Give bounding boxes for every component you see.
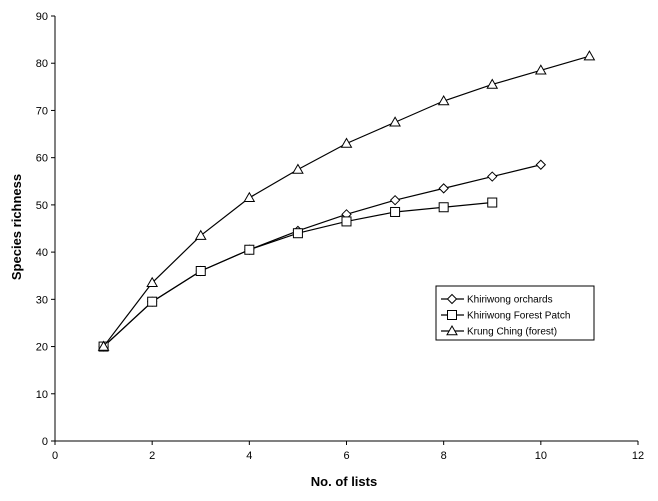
legend-label-khiriwong-orchards: Khiriwong orchards bbox=[467, 295, 553, 306]
data-point-krung-ching-forest bbox=[534, 64, 547, 75]
y-tick-label: 40 bbox=[36, 247, 48, 259]
x-tick-label: 4 bbox=[246, 450, 252, 462]
legend-marker-krung-ching-forest bbox=[446, 324, 458, 336]
x-axis-title: No. of lists bbox=[311, 474, 377, 489]
data-point-khiriwong-orchards bbox=[487, 171, 498, 182]
y-tick-label: 50 bbox=[36, 200, 48, 212]
data-point-krung-ching-forest bbox=[194, 229, 207, 240]
data-point-krung-ching-forest bbox=[389, 116, 401, 127]
series-line-khiriwong-forest-patch bbox=[103, 201, 493, 347]
y-tick-label: 80 bbox=[36, 58, 48, 70]
data-point-krung-ching-forest bbox=[437, 94, 450, 106]
legend-marker-khiriwong-orchards bbox=[446, 293, 458, 305]
y-tick-label: 60 bbox=[36, 153, 48, 165]
data-point-krung-ching-forest bbox=[292, 163, 304, 174]
data-point-khiriwong-forest-patch bbox=[487, 197, 498, 208]
data-point-krung-ching-forest bbox=[97, 340, 110, 351]
data-point-khiriwong-forest-patch bbox=[195, 266, 206, 276]
data-point-krung-ching-forest bbox=[486, 78, 499, 89]
data-point-khiriwong-forest-patch bbox=[147, 296, 158, 307]
plot-area bbox=[97, 50, 596, 352]
legend-label-khiriwong-forest-patch: Khiriwong Forest Patch bbox=[467, 311, 570, 322]
y-tick-label: 30 bbox=[36, 294, 48, 306]
x-tick-label: 2 bbox=[149, 450, 155, 462]
x-tick-label: 0 bbox=[52, 450, 58, 462]
y-tick-label: 90 bbox=[36, 11, 48, 23]
y-axis: 0 10 20 30 40 50 60 70 80 90 bbox=[36, 11, 56, 448]
legend-label-krung-ching-forest: Krung Ching (forest) bbox=[467, 327, 557, 338]
data-point-khiriwong-forest-patch bbox=[341, 216, 352, 227]
data-point-khiriwong-orchards bbox=[389, 194, 401, 206]
data-point-krung-ching-forest bbox=[243, 191, 256, 203]
data-point-khiriwong-forest-patch bbox=[438, 202, 449, 213]
data-point-khiriwong-forest-patch bbox=[390, 206, 401, 217]
y-tick-label: 10 bbox=[36, 389, 48, 401]
x-tick-label: 6 bbox=[343, 450, 349, 462]
y-axis-title: Species richness bbox=[9, 174, 24, 280]
data-point-krung-ching-forest bbox=[146, 276, 159, 288]
legend: Khiriwong orchards Khiriwong Forest Patch… bbox=[435, 285, 595, 341]
data-point-khiriwong-orchards bbox=[438, 183, 449, 194]
x-tick-label: 8 bbox=[441, 450, 447, 462]
x-tick-label: 12 bbox=[632, 450, 644, 462]
data-point-krung-ching-forest bbox=[583, 50, 596, 61]
x-tick-label: 10 bbox=[535, 450, 547, 462]
data-point-krung-ching-forest bbox=[340, 137, 353, 148]
data-point-khiriwong-forest-patch bbox=[244, 244, 255, 255]
y-tick-label: 0 bbox=[42, 436, 48, 448]
data-point-khiriwong-forest-patch bbox=[292, 228, 303, 239]
y-tick-label: 20 bbox=[36, 342, 48, 354]
data-point-khiriwong-orchards bbox=[535, 159, 547, 170]
legend-marker-khiriwong-forest-patch bbox=[447, 310, 457, 320]
x-axis: 0 2 4 6 8 10 12 bbox=[52, 440, 644, 462]
y-tick-label: 70 bbox=[36, 105, 48, 117]
